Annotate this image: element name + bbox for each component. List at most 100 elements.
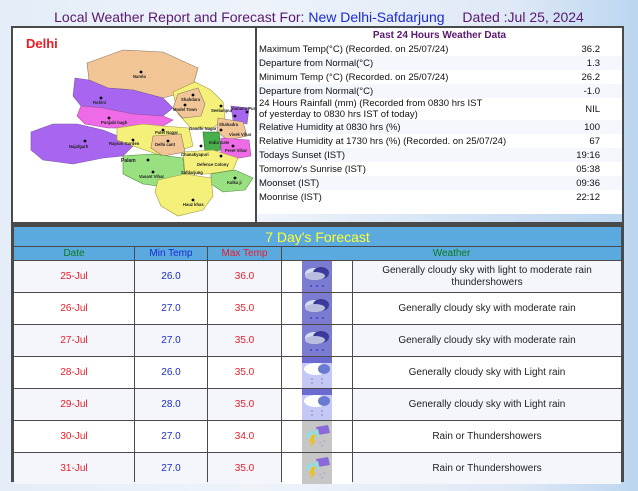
rain-cloud-heavy-icon: [302, 261, 332, 292]
row-value: 09:36: [538, 176, 622, 190]
svg-text:Kalka ji: Kalka ji: [227, 180, 242, 185]
forecast-title: 7 Day's Forecast: [14, 227, 621, 246]
forecast-date: 26-Jul: [14, 293, 134, 324]
row-label: Moonrise (IST): [259, 191, 322, 203]
past-24h-title: Past 24 Hours Weather Data: [372, 29, 507, 41]
svg-text:Vasant Vihar: Vasant Vihar: [139, 174, 164, 179]
light-rain-cloud-icon: [302, 357, 332, 388]
row-value: NIL: [585, 103, 600, 115]
forecast-date: 30-Jul: [14, 421, 134, 452]
table-row: Moonrise (IST) 22:12: [257, 190, 622, 204]
rain-cloud-heavy-icon: [302, 293, 332, 324]
forecast-max-temp: 36.0: [208, 261, 281, 292]
table-row: Tomorrow's Sunrise (IST) 05:38: [257, 162, 622, 176]
svg-text:Rohini: Rohini: [93, 100, 106, 105]
svg-text:Vivek Vihar: Vivek Vihar: [229, 132, 252, 137]
forecast-max-temp: 35.0: [208, 293, 281, 324]
table-row: 28-Jul 26.0 35.0 Generally cloudy sky wi…: [14, 357, 621, 388]
forecast-weather: Rain or Thundershowers: [353, 453, 621, 484]
forecast-max-temp: 35.0: [208, 389, 281, 420]
forecast-max-temp: 34.0: [208, 421, 281, 452]
table-row: 31-Jul 27.0 35.0 Rain or Thundershowers: [14, 453, 621, 484]
table-row: 25-Jul 26.0 36.0 Generally cloudy sky wi…: [14, 261, 621, 292]
forecast-weather: Generally cloudy sky with Light rain: [353, 357, 621, 388]
svg-text:Shahdara: Shahdara: [181, 97, 201, 102]
svg-text:Rajouri Garden: Rajouri Garden: [109, 141, 140, 146]
forecast-date: 29-Jul: [14, 389, 134, 420]
row-label: Maximum Temp(°C) (Recorded. on 25/07/24): [259, 43, 449, 55]
panel-footer-gradient: [257, 214, 622, 222]
forecast-weather: Generally cloudy sky with moderate rain: [353, 293, 621, 324]
past-24h-table: Past 24 Hours Weather Data Maximum Temp(…: [257, 28, 622, 204]
row-label: Relative Humidity at 1730 hrs (%) (Recor…: [259, 135, 507, 147]
forecast-min-temp: 27.0: [135, 453, 207, 484]
row-value: 67: [589, 135, 600, 147]
column-header-date: Date: [14, 247, 134, 260]
forecast-weather: Generally cloudy sky with Light rain: [353, 389, 621, 420]
svg-text:Preet Vihar: Preet Vihar: [225, 148, 247, 153]
forecast-min-temp: 26.0: [135, 261, 207, 292]
table-row: Minimum Temp (°C) (Recorded. on 25/07/24…: [257, 70, 622, 84]
forecast-min-temp: 27.0: [135, 421, 207, 452]
row-label: Todays Sunset (IST): [257, 148, 538, 162]
forecast-table: 7 Day's Forecast Date Min Temp Max Temp …: [13, 226, 622, 485]
row-label: Departure from Normal(°C): [257, 84, 538, 98]
table-row: 26-Jul 27.0 35.0 Generally cloudy sky wi…: [14, 293, 621, 324]
svg-text:Punjabi bagh: Punjabi bagh: [101, 120, 128, 125]
thunderstorm-icon: [302, 421, 332, 452]
forecast-weather: Generally cloudy sky with light to moder…: [353, 261, 621, 292]
current-conditions-panel: Narela Rohini Punjabi bagh Najafgarh Raj…: [11, 26, 624, 224]
row-label: Departure from Normal(°C): [257, 56, 538, 70]
table-row: Departure from Normal(°C) 1.3: [257, 56, 622, 70]
table-row: 27-Jul 27.0 35.0 Generally cloudy sky wi…: [14, 325, 621, 356]
svg-text:Shahadra: Shahadra: [219, 122, 239, 127]
row-value: 22:12: [576, 191, 600, 203]
map-title: Delhi: [26, 36, 58, 51]
forecast-date: 27-Jul: [14, 325, 134, 356]
table-row: Todays Sunset (IST) 19:16: [257, 148, 622, 162]
forecast-weather: Rain or Thundershowers: [353, 421, 621, 452]
svg-text:Patel Nagar: Patel Nagar: [155, 130, 178, 135]
row-label: 24 Hours Rainfall (mm) (Recorded from 08…: [259, 98, 483, 120]
svg-text:Chanakyapuri: Chanakyapuri: [181, 152, 209, 157]
row-label: Relative Humidity at 0830 hrs (%): [257, 120, 538, 134]
row-label: Moonset (IST): [257, 176, 538, 190]
page-title: Local Weather Report and Forecast For: N…: [0, 9, 638, 25]
light-rain-cloud-icon: [302, 389, 332, 420]
row-label: Minimum Temp (°C) (Recorded. on 25/07/24…: [259, 71, 449, 83]
forecast-date: 25-Jul: [14, 261, 134, 292]
table-row: Relative Humidity at 1730 hrs (%) (Recor…: [257, 134, 622, 148]
forecast-min-temp: 26.0: [135, 357, 207, 388]
svg-text:Delhi cant: Delhi cant: [155, 142, 176, 147]
svg-text:Safdarjung: Safdarjung: [181, 170, 203, 175]
forecast-min-temp: 27.0: [135, 293, 207, 324]
svg-text:Model Town: Model Town: [173, 107, 197, 112]
svg-text:Narela: Narela: [133, 74, 146, 79]
column-header-min-temp: Min Temp: [135, 247, 207, 260]
forecast-max-temp: 35.0: [208, 357, 281, 388]
row-value: 1.3: [538, 56, 622, 70]
rain-cloud-heavy-icon: [302, 325, 332, 356]
forecast-weather: Generally cloudy sky with moderate rain: [353, 325, 621, 356]
table-row: Departure from Normal(°C) -1.0: [257, 84, 622, 98]
row-value: 26.2: [581, 71, 601, 83]
table-row: 24 Hours Rainfall (mm) (Recorded from 08…: [257, 98, 622, 120]
svg-text:Gandhi Nagar: Gandhi Nagar: [189, 126, 217, 131]
table-row: 29-Jul 28.0 35.0 Generally cloudy sky wi…: [14, 389, 621, 420]
svg-text:Defence Colony: Defence Colony: [197, 162, 229, 167]
past-24h-panel: Past 24 Hours Weather Data Maximum Temp(…: [257, 28, 622, 222]
row-value: -1.0: [538, 84, 622, 98]
report-date: Dated :Jul 25, 2024: [462, 9, 584, 25]
table-row: Maximum Temp(°C) (Recorded. on 25/07/24)…: [257, 42, 622, 56]
svg-text:India Gate: India Gate: [209, 140, 230, 145]
forecast-date: 31-Jul: [14, 453, 134, 484]
svg-text:Palam: Palam: [121, 158, 136, 164]
forecast-header-row: Date Min Temp Max Temp Weather: [14, 247, 621, 260]
svg-text:Najafgarh: Najafgarh: [69, 144, 89, 149]
table-row: Relative Humidity at 0830 hrs (%) 100: [257, 120, 622, 134]
forecast-date: 28-Jul: [14, 357, 134, 388]
delhi-map: Narela Rohini Punjabi bagh Najafgarh Raj…: [13, 28, 257, 222]
row-value: 100: [538, 120, 622, 134]
table-row: Moonset (IST) 09:36: [257, 176, 622, 190]
svg-text:Seelampur: Seelampur: [211, 108, 233, 113]
